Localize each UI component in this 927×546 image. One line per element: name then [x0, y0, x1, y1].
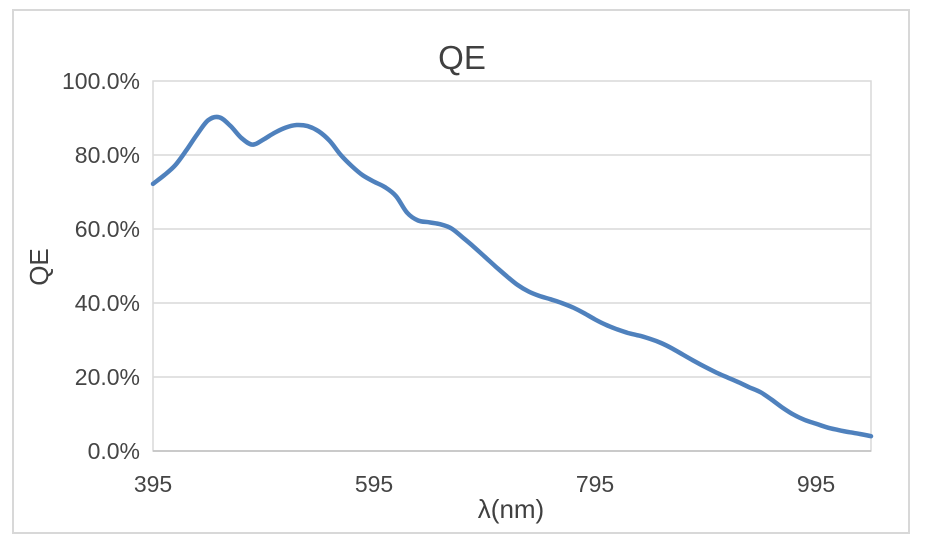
y-tick-label-20: 20.0%	[74, 364, 140, 390]
x-tick-label-395: 395	[133, 471, 173, 497]
chart-title: QE	[438, 39, 486, 76]
y-tick-label-80: 80.0%	[74, 142, 140, 168]
qe-series-line	[150, 114, 874, 439]
y-tick-label-60: 60.0%	[74, 216, 140, 242]
y-tick-label-40: 40.0%	[74, 290, 140, 316]
y-tick-label-100: 100.0%	[61, 68, 140, 94]
chart-frame	[12, 9, 910, 534]
x-tick-label-595: 595	[354, 471, 394, 497]
y-tick-label-0: 0.0%	[87, 438, 140, 464]
x-tick-label-995: 995	[796, 471, 836, 497]
y-axis-title: QE	[24, 248, 54, 286]
x-axis-title: λ(nm)	[477, 494, 545, 524]
gridlines	[153, 154, 871, 378]
x-tick-label-795: 795	[575, 471, 615, 497]
